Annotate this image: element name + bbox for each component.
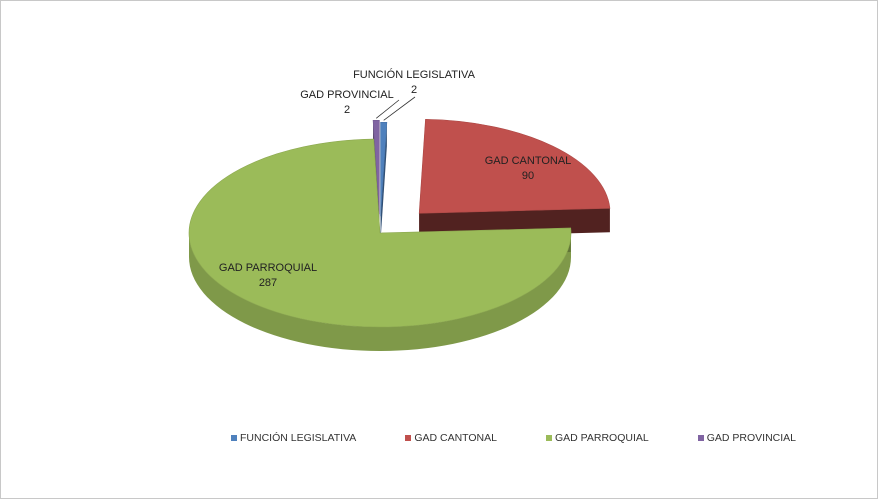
legend-swatch-gad-cantonal: [405, 435, 412, 441]
legend-swatch-funcion-legislativa: [231, 435, 237, 441]
legend-item-gad-provincial: GAD PROVINCIAL: [697, 432, 797, 444]
legend-label-gad-cantonal: GAD CANTONAL: [414, 432, 497, 444]
data-label-name-gad-cantonal: GAD CANTONAL: [485, 155, 572, 167]
legend-swatch-gad-parroquial: [545, 435, 552, 441]
legend-label-gad-parroquial: GAD PARROQUIAL: [554, 432, 649, 444]
legend-swatch-gad-provincial: [697, 435, 704, 441]
pie-slice-side-gad-parroquial: [189, 233, 571, 351]
leader-line-funcion-legislativa: [383, 96, 416, 121]
legend-item-gad-cantonal: GAD CANTONAL: [405, 432, 497, 444]
pie-slice-gad-parroquial: [188, 138, 572, 351]
pie-slice-top-gad-parroquial: [188, 138, 572, 328]
legend-item-funcion-legislativa: FUNCIÓN LEGISLATIVA: [231, 432, 356, 444]
data-label-name-gad-provincial: GAD PROVINCIAL: [300, 89, 394, 101]
legend-label-gad-provincial: GAD PROVINCIAL: [706, 432, 797, 444]
leader-line-gad-provincial: [375, 99, 400, 119]
data-label-value-gad-parroquial: 287: [259, 277, 277, 289]
pie-slice-gad-cantonal: [418, 119, 611, 238]
pie-slice-funcion-legislativa: [380, 121, 388, 241]
pie-slice-top-gad-provincial: [372, 119, 380, 215]
legend-label-funcion-legislativa: FUNCIÓN LEGISLATIVA: [240, 432, 357, 444]
data-label-value-gad-provincial: 2: [344, 104, 350, 116]
data-label-value-funcion-legislativa: 2: [411, 84, 417, 96]
legend-item-gad-parroquial: GAD PARROQUIAL: [545, 432, 649, 444]
pie-slice-top-funcion-legislativa: [380, 121, 388, 217]
data-label-value-gad-cantonal: 90: [522, 170, 534, 182]
pie-slice-top-gad-cantonal: [418, 119, 611, 214]
chart-legend: FUNCIÓN LEGISLATIVA GAD CANTONAL GAD PAR…: [231, 432, 796, 444]
data-label-name-funcion-legislativa: FUNCIÓN LEGISLATIVA: [353, 68, 476, 81]
pie-slice-cut-funcion-legislativa-1: [380, 122, 387, 241]
data-label-name-gad-parroquial: GAD PARROQUIAL: [219, 262, 317, 274]
